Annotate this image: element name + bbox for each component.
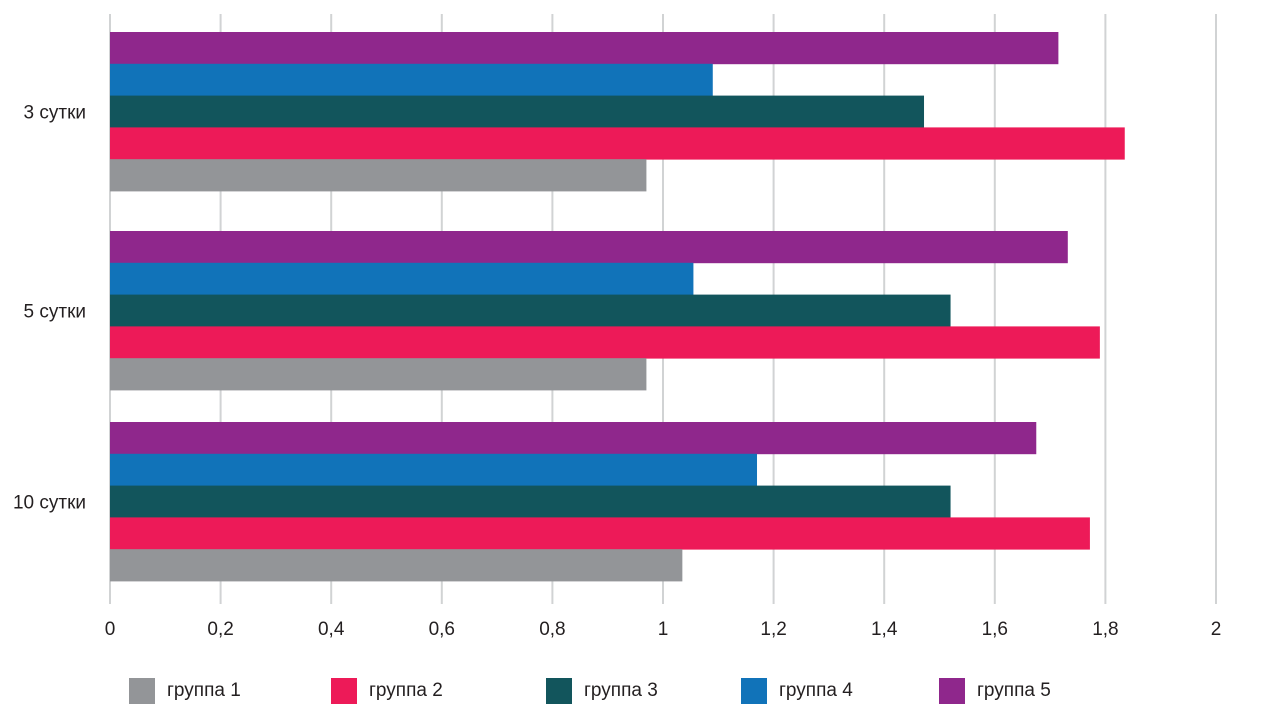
legend-swatch bbox=[939, 678, 965, 704]
bar bbox=[110, 517, 1090, 550]
bar bbox=[110, 326, 1100, 359]
x-tick-label: 2 bbox=[1211, 619, 1222, 640]
legend-item: группа 5 bbox=[939, 676, 1051, 706]
legend-label: группа 2 bbox=[369, 680, 443, 701]
bar bbox=[110, 159, 647, 192]
category-label: 10 сутки bbox=[13, 493, 86, 514]
x-tick-label: 0,4 bbox=[318, 619, 345, 640]
bar bbox=[110, 32, 1059, 65]
x-tick-label: 1,2 bbox=[760, 619, 786, 640]
bar bbox=[110, 63, 713, 96]
bar bbox=[110, 485, 951, 518]
bar-chart: 0 0,2 0,4 0,6 0,8 1 1,2 1,4 1,6 1,8 2 3 сутки 5 сут… bbox=[13, 14, 1222, 640]
legend-item: группа 3 bbox=[546, 676, 658, 706]
x-tick-label: 0,6 bbox=[429, 619, 455, 640]
bar bbox=[110, 231, 1068, 264]
bar bbox=[110, 549, 683, 582]
bar bbox=[110, 453, 758, 486]
x-tick-label: 1,6 bbox=[982, 619, 1008, 640]
category-label: 5 сутки bbox=[24, 302, 86, 323]
legend-item: группа 4 bbox=[741, 676, 853, 706]
x-tick-label: 1 bbox=[658, 619, 669, 640]
bar bbox=[110, 422, 1037, 455]
legend-label: группа 1 bbox=[167, 680, 241, 701]
legend-swatch bbox=[331, 678, 357, 704]
x-tick-label: 0 bbox=[105, 619, 116, 640]
bar bbox=[110, 262, 694, 295]
legend: группа 1 группа 2 группа 3 группа 4 группа 5 bbox=[0, 676, 1271, 706]
bar bbox=[110, 127, 1125, 160]
legend-label: группа 5 bbox=[977, 680, 1051, 701]
x-axis-ticks: 0 0,2 0,4 0,6 0,8 1 1,2 1,4 1,6 1,8 2 bbox=[105, 619, 1222, 640]
bar bbox=[110, 358, 647, 391]
legend-swatch bbox=[129, 678, 155, 704]
legend-label: группа 3 bbox=[584, 680, 658, 701]
bar bbox=[110, 95, 925, 128]
legend-swatch bbox=[741, 678, 767, 704]
x-tick-label: 1,8 bbox=[1092, 619, 1118, 640]
x-tick-label: 0,8 bbox=[539, 619, 565, 640]
category-label: 3 сутки bbox=[24, 103, 86, 124]
legend-label: группа 4 bbox=[779, 680, 853, 701]
legend-swatch bbox=[546, 678, 572, 704]
x-tick-label: 0,2 bbox=[207, 619, 233, 640]
bars bbox=[110, 32, 1125, 582]
bar bbox=[110, 294, 951, 327]
legend-item: группа 1 bbox=[129, 676, 241, 706]
y-axis-categories: 3 сутки 5 сутки 10 сутки bbox=[13, 103, 86, 514]
legend-item: группа 2 bbox=[331, 676, 443, 706]
x-tick-label: 1,4 bbox=[871, 619, 898, 640]
